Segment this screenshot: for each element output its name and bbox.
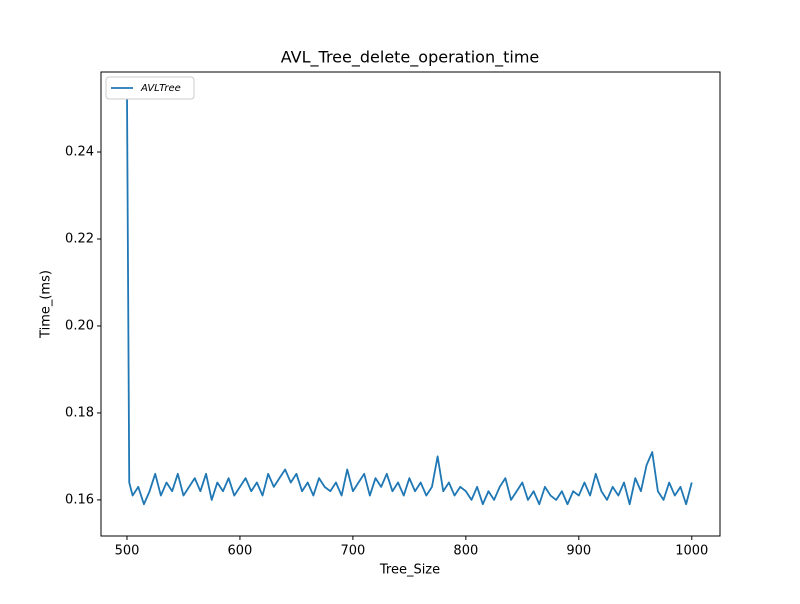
y-tick-label: 0.20 — [65, 318, 94, 333]
x-tick-label: 700 — [340, 544, 365, 559]
plot-frame — [100, 71, 721, 537]
y-tick-label: 0.16 — [65, 492, 94, 507]
x-tick-label: 900 — [566, 544, 591, 559]
x-tick-label: 1000 — [675, 544, 708, 559]
x-tick-label: 500 — [115, 544, 140, 559]
y-axis-label: Time_(ms) — [39, 270, 54, 339]
chart-title: AVL_Tree_delete_operation_time — [281, 48, 540, 68]
y-tick-label: 0.24 — [65, 145, 94, 160]
x-axis-label: Tree_Size — [379, 563, 440, 578]
y-tick-label: 0.18 — [65, 405, 94, 420]
y-tick-label: 0.22 — [65, 231, 94, 246]
legend-label: AVLTree — [140, 83, 181, 94]
legend-box — [105, 76, 195, 100]
data-line — [126, 91, 693, 506]
x-tick-label: 800 — [453, 544, 478, 559]
x-tick-label: 600 — [228, 544, 253, 559]
